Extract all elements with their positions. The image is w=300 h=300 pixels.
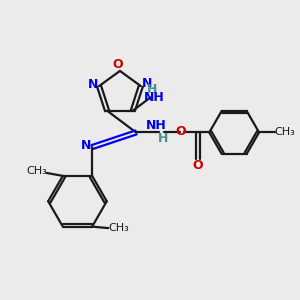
Text: N: N [87,78,98,91]
Text: NH: NH [146,119,166,133]
Text: N: N [142,77,152,90]
Text: N: N [80,139,91,152]
Text: CH₃: CH₃ [108,223,129,233]
Text: H: H [147,83,157,96]
Text: H: H [158,132,168,146]
Text: O: O [175,125,186,138]
Text: O: O [192,159,203,172]
Text: CH₃: CH₃ [274,128,295,137]
Text: CH₃: CH₃ [26,167,47,176]
Text: NH: NH [144,91,164,104]
Text: O: O [112,58,123,71]
